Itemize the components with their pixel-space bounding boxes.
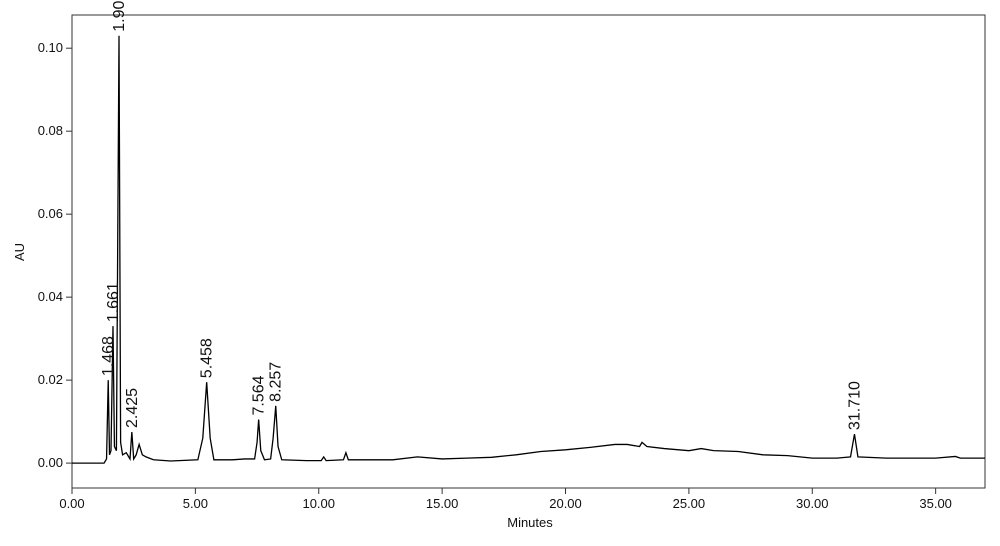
peak-label: 1.905 (111, 0, 128, 32)
y-tick-label: 0.06 (38, 206, 63, 221)
plot-frame (71, 14, 986, 489)
x-tick-label: 10.00 (302, 496, 335, 511)
y-axis-label: AU (12, 243, 27, 261)
y-tick-label: 0.04 (38, 289, 63, 304)
y-tick-label: 0.10 (38, 40, 63, 55)
peak-label: 1.468 (100, 336, 117, 376)
peak-label: 8.257 (268, 362, 285, 402)
peak-label: 1.661 (105, 282, 122, 322)
peak-label: 2.425 (124, 388, 141, 428)
x-tick-label: 35.00 (919, 496, 952, 511)
x-tick-label: 30.00 (796, 496, 829, 511)
y-tick-label: 0.08 (38, 123, 63, 138)
x-tick-label: 0.00 (59, 496, 84, 511)
peak-label: 5.458 (199, 338, 216, 378)
x-tick-label: 25.00 (673, 496, 706, 511)
y-tick-label: 0.02 (38, 372, 63, 387)
x-tick-label: 20.00 (549, 496, 582, 511)
peak-label: 7.564 (251, 375, 268, 415)
x-tick-label: 5.00 (183, 496, 208, 511)
x-axis-label: Minutes (507, 515, 553, 530)
x-tick-label: 15.00 (426, 496, 459, 511)
peak-label: 31.710 (846, 381, 863, 430)
y-tick-label: 0.00 (38, 455, 63, 470)
trace (72, 35, 985, 464)
